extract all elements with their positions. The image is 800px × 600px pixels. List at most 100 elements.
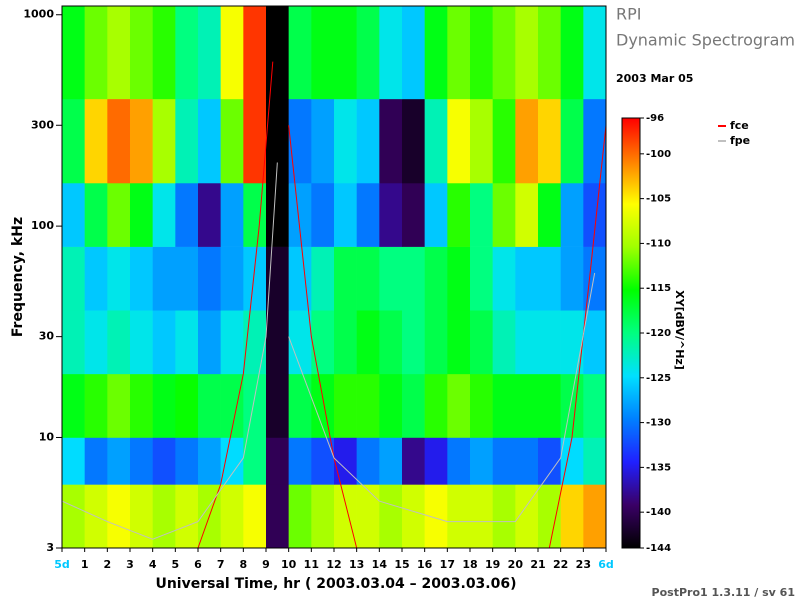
heatmap-cell [515, 373, 539, 438]
heatmap-cell [492, 310, 516, 375]
heatmap-cell [130, 246, 153, 311]
colorbar-tick-label: -125 [646, 373, 671, 384]
heatmap-cell [402, 373, 425, 438]
heatmap-cell [266, 182, 289, 247]
heatmap-cell [175, 246, 199, 311]
curve-fce [197, 61, 274, 549]
x-tick-label: 5d [54, 558, 70, 571]
x-tick-label: 21 [530, 558, 545, 571]
colorbar-tick-label: -130 [646, 418, 671, 429]
heatmap-cell [379, 182, 403, 247]
heatmap-cell [152, 98, 176, 184]
heatmap-cell [492, 246, 516, 311]
heatmap-cell [583, 6, 607, 100]
y-tick-label: 300 [31, 118, 54, 131]
heatmap-cell [62, 437, 85, 485]
heatmap-cell [243, 182, 267, 247]
heatmap-cell [152, 310, 176, 375]
heatmap-cell [560, 6, 584, 100]
heatmap-cell [243, 437, 267, 485]
heatmap-cell [243, 246, 267, 311]
colorbar-tick-label: -100 [646, 149, 671, 160]
heatmap-cell [175, 437, 199, 485]
heatmap-cell [220, 246, 244, 311]
heatmap-cell [84, 98, 108, 184]
heatmap-cell [560, 182, 584, 247]
x-tick-label: 16 [417, 558, 433, 571]
heatmap-cell [84, 437, 108, 485]
heatmap-cell [62, 182, 85, 247]
heatmap-cell [266, 484, 289, 549]
heatmap-cell [334, 310, 357, 375]
heatmap-cell [130, 484, 153, 549]
heatmap-cell [243, 6, 267, 100]
x-tick-label: 8 [240, 558, 248, 571]
heatmap-cell [424, 98, 448, 184]
heatmap-cell [175, 98, 199, 184]
heatmap-cell [356, 98, 380, 184]
heatmap-cell [243, 310, 267, 375]
heatmap-cell [379, 6, 403, 100]
heatmap-cell [402, 6, 425, 100]
heatmap-cell [107, 182, 131, 247]
heatmap-cell [538, 484, 561, 549]
heatmap-cell [492, 484, 516, 549]
heatmap-cell [402, 437, 425, 485]
heatmap-cell [560, 246, 584, 311]
date-label: 2003 Mar 05 [616, 72, 693, 85]
curve-fpe [288, 272, 596, 523]
heatmap-cell [311, 6, 335, 100]
heatmap-cell [175, 373, 199, 438]
heatmap-cell [379, 98, 403, 184]
heatmap-cell [130, 182, 153, 247]
heatmap-cell [266, 98, 289, 184]
colorbar-tick-label: -96 [646, 113, 664, 124]
heatmap-cell [198, 182, 221, 247]
heatmap-cell [538, 310, 561, 375]
curve-fce [288, 125, 358, 549]
x-tick-label: 3 [126, 558, 134, 571]
colorbar-tick-label: -140 [646, 507, 671, 518]
heatmap-cell [583, 246, 607, 311]
heatmap-cell [266, 437, 289, 485]
heatmap-cell [515, 182, 539, 247]
heatmap-cell [379, 484, 403, 549]
x-tick-label: 20 [508, 558, 524, 571]
heatmap-cell [84, 310, 108, 375]
heatmap-cell [311, 182, 335, 247]
heatmap-cell [220, 437, 244, 485]
colorbar-tick-label: -105 [646, 194, 671, 205]
heatmap-cell [84, 6, 108, 100]
heatmap-cell [152, 246, 176, 311]
heatmap-cell [198, 98, 221, 184]
heatmap-cell [447, 310, 471, 375]
x-tick-label: 5 [172, 558, 180, 571]
heatmap-cell [560, 484, 584, 549]
heatmap-cell [288, 310, 312, 375]
heatmap-cell [107, 373, 131, 438]
heatmap-cell [62, 246, 85, 311]
heatmap-cell [220, 182, 244, 247]
heatmap-cell [175, 6, 199, 100]
heatmap-cell [311, 373, 335, 438]
heatmap-cell [447, 373, 471, 438]
colorbar-tick-label: -110 [646, 238, 671, 249]
heatmap-cell [447, 437, 471, 485]
heatmap-cell [220, 484, 244, 549]
heatmap-cell [379, 310, 403, 375]
x-tick-label: 23 [576, 558, 591, 571]
heatmap-cell [402, 246, 425, 311]
heatmap-cell [311, 484, 335, 549]
heatmap-cell [288, 98, 312, 184]
heatmap-cell [311, 310, 335, 375]
heatmap-cell [266, 246, 289, 311]
y-tick-label: 3 [46, 541, 54, 554]
heatmap-cell [107, 484, 131, 549]
heatmap-cell [470, 437, 493, 485]
heatmap-cell [424, 182, 448, 247]
heatmap-cell [152, 6, 176, 100]
heatmap-cell [130, 437, 153, 485]
heatmap-cell [424, 6, 448, 100]
heatmap-cell [447, 484, 471, 549]
heatmap-cell [538, 246, 561, 311]
